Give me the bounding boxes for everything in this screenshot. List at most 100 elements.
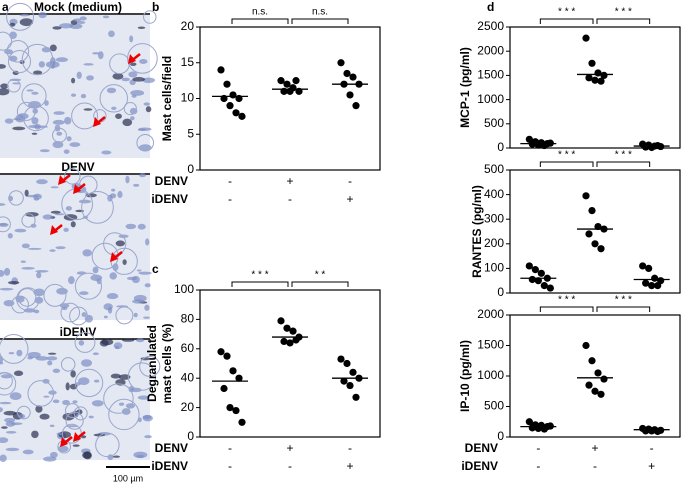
tissue (9, 392, 22, 400)
condition-name: iDENV (151, 192, 188, 206)
y-axis-label: RANTES (pg/ml) (470, 185, 484, 278)
tissue (71, 77, 76, 84)
adipocyte (65, 411, 84, 430)
adipocyte (7, 78, 21, 93)
adipocyte (64, 168, 81, 185)
tissue (69, 142, 81, 147)
tissue (112, 73, 124, 80)
panel-letter: c (152, 262, 159, 276)
tissue (5, 430, 17, 434)
tissue (72, 400, 78, 404)
condition-value: - (650, 441, 654, 455)
y-tick-label: 1000 (477, 92, 504, 106)
data-point (352, 102, 360, 110)
data-point (349, 73, 357, 81)
y-tick-label: 2500 (477, 19, 504, 33)
condition-value: - (228, 441, 232, 455)
tissue (31, 91, 39, 95)
y-tick-label: 5 (187, 126, 194, 140)
tissue (129, 107, 138, 115)
data-point (597, 245, 605, 253)
tissue (31, 117, 39, 125)
condition-name: iDENV (461, 459, 498, 473)
tissue (38, 61, 46, 68)
tissue (43, 395, 50, 398)
data-point (525, 262, 533, 270)
significance-label: * * (315, 270, 326, 281)
y-axis-label: MCP-1 (pg/ml) (458, 47, 472, 128)
tissue (56, 287, 68, 295)
adipocyte (109, 53, 130, 75)
tissue (59, 23, 73, 29)
tissue (54, 213, 65, 216)
adipocyte (139, 355, 161, 377)
tissue (65, 382, 70, 391)
tissue (47, 360, 53, 366)
tissue (50, 186, 59, 189)
image-label: DENV (61, 160, 94, 174)
image-label: iDENV (60, 325, 97, 339)
tissue (31, 430, 39, 439)
condition-value: - (228, 192, 232, 206)
tissue (125, 175, 130, 184)
data-point (642, 143, 650, 151)
histology-image (0, 15, 150, 158)
tissue (52, 119, 65, 125)
tissue (70, 221, 76, 228)
tissue (55, 246, 66, 250)
adipocyte (95, 432, 120, 458)
condition-value: + (346, 459, 353, 473)
tissue (112, 455, 121, 458)
tissue (4, 49, 13, 55)
tissue (144, 283, 151, 288)
condition-value: - (348, 174, 352, 188)
tissue (109, 272, 117, 280)
tissue (122, 259, 127, 265)
plot-frame (509, 314, 681, 438)
data-point (591, 387, 599, 395)
data-point (340, 377, 348, 385)
tissue (12, 126, 26, 131)
y-tick-label: 40 (181, 370, 195, 384)
tissue (81, 312, 87, 318)
tissue (9, 31, 17, 40)
arrow-head (73, 432, 81, 442)
tissue (49, 249, 56, 252)
significance-label: n.s. (312, 7, 328, 18)
adipocyte (99, 84, 128, 113)
data-point (283, 324, 291, 332)
condition-value: - (348, 441, 352, 455)
tissue (129, 35, 134, 43)
data-point (582, 192, 590, 200)
tissue (49, 44, 57, 52)
tissue (92, 352, 99, 356)
y-tick-label: 200 (484, 236, 504, 250)
tissue (27, 351, 41, 359)
tissue (82, 451, 92, 459)
condition-value: - (228, 174, 232, 188)
adipocyte (64, 403, 80, 418)
y-tick-label: 1500 (477, 338, 504, 352)
data-point (600, 71, 608, 79)
tissue (130, 116, 135, 121)
tissue (138, 173, 147, 178)
condition-value: - (288, 192, 292, 206)
tissue (36, 271, 42, 279)
data-point (588, 206, 596, 215)
tissue (35, 405, 43, 413)
y-tick-label: 400 (484, 187, 504, 201)
data-point (217, 66, 225, 74)
y-tick-label: 80 (181, 312, 195, 326)
data-point (337, 355, 345, 363)
tissue (8, 351, 15, 355)
tissue (144, 304, 150, 311)
tissue (35, 269, 49, 273)
tissue (125, 223, 137, 230)
tissue (39, 149, 50, 153)
tissue (125, 403, 136, 409)
condition-value: + (648, 459, 655, 473)
condition-value: - (288, 459, 292, 473)
tissue (142, 415, 152, 420)
tissue (138, 271, 152, 275)
